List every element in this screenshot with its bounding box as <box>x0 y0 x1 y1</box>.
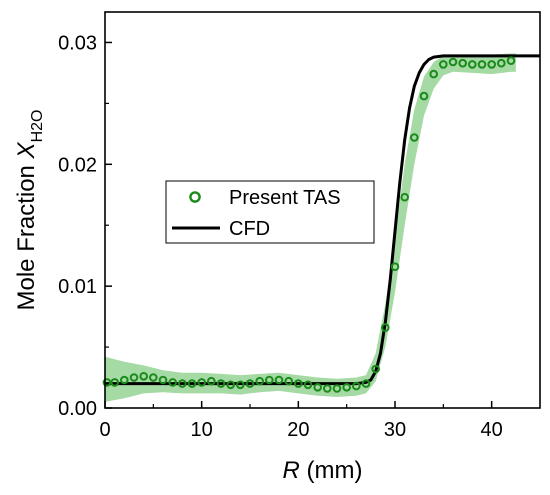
x-tick-label: 30 <box>384 419 406 441</box>
tas-data-point <box>390 262 400 272</box>
y-tick-label: 0.03 <box>58 32 97 54</box>
tas-data-point <box>102 378 112 387</box>
tas-data-point <box>381 323 390 332</box>
tas-data-point <box>477 60 487 69</box>
legend-box <box>165 180 375 244</box>
legend-label-cfd: CFD <box>229 218 270 240</box>
tas-points-layer <box>102 56 516 393</box>
tas-data-point <box>216 379 226 388</box>
y-tick-label: 0.01 <box>58 276 97 298</box>
tas-data-point <box>274 375 284 385</box>
tas-data-point <box>371 364 381 374</box>
tas-data-point <box>158 375 168 385</box>
tas-data-point <box>120 375 129 385</box>
tas-data-point <box>400 192 410 202</box>
tas-data-point <box>149 373 158 382</box>
axis-ticks-layer: 0 10 20 30 40 0.00 0.01 0.02 0.03 <box>58 32 503 441</box>
cfd-line-layer <box>105 54 540 386</box>
tas-data-point <box>410 133 419 142</box>
tas-data-point <box>352 381 361 391</box>
tas-data-point <box>332 384 342 393</box>
tas-data-point <box>313 383 323 392</box>
y-axis-title-main: Mole Fraction <box>13 158 40 310</box>
tas-data-point <box>284 376 294 386</box>
tas-data-point <box>419 91 429 101</box>
tas-data-point <box>303 380 313 390</box>
x-axis-title: R (mm) <box>283 457 363 484</box>
y-axis-title: Mole Fraction XH2O <box>13 110 46 311</box>
tas-data-point <box>429 69 439 79</box>
tas-data-point <box>468 60 477 69</box>
tas-data-point <box>139 372 148 381</box>
tas-data-point <box>178 379 187 388</box>
tas-data-point <box>129 373 139 382</box>
plot-frame <box>104 11 541 409</box>
tas-data-point <box>110 378 119 387</box>
x-tick-label: 40 <box>481 419 503 441</box>
tas-data-point <box>448 57 458 67</box>
tas-data-point <box>187 379 197 388</box>
x-tick-label: 0 <box>99 419 110 441</box>
tas-data-point <box>265 375 274 385</box>
cfd-line <box>105 54 540 386</box>
y-axis-title-symbol: X <box>13 141 40 159</box>
y-tick-label: 0.00 <box>58 398 97 420</box>
tas-data-point <box>226 380 235 390</box>
tas-data-point <box>506 56 516 66</box>
tas-data-point <box>197 378 206 387</box>
x-axis-title-unit: (mm) <box>300 457 363 484</box>
y-tick-label: 0.02 <box>58 154 97 176</box>
tas-data-point <box>487 60 497 69</box>
tas-data-point <box>439 60 448 69</box>
tas-data-point <box>255 376 265 386</box>
y-axis-title-subscript: H2O <box>29 110 46 143</box>
tas-data-point <box>245 379 255 388</box>
tas-data-point <box>497 58 506 68</box>
tas-data-point <box>361 379 371 388</box>
tas-data-point <box>458 58 468 68</box>
tas-data-point <box>236 380 245 390</box>
x-axis-title-symbol: R <box>283 457 300 484</box>
x-tick-label: 10 <box>191 419 213 441</box>
legend-marker-present-tas <box>189 191 201 203</box>
tas-data-point <box>323 384 332 393</box>
legend: Present TAS CFD <box>165 180 375 244</box>
tas-data-point <box>342 383 352 392</box>
tas-data-point <box>168 378 177 387</box>
x-tick-label: 20 <box>287 419 309 441</box>
legend-label-present-tas: Present TAS <box>229 187 341 209</box>
tas-data-point <box>294 379 303 388</box>
tas-data-point <box>207 376 216 386</box>
